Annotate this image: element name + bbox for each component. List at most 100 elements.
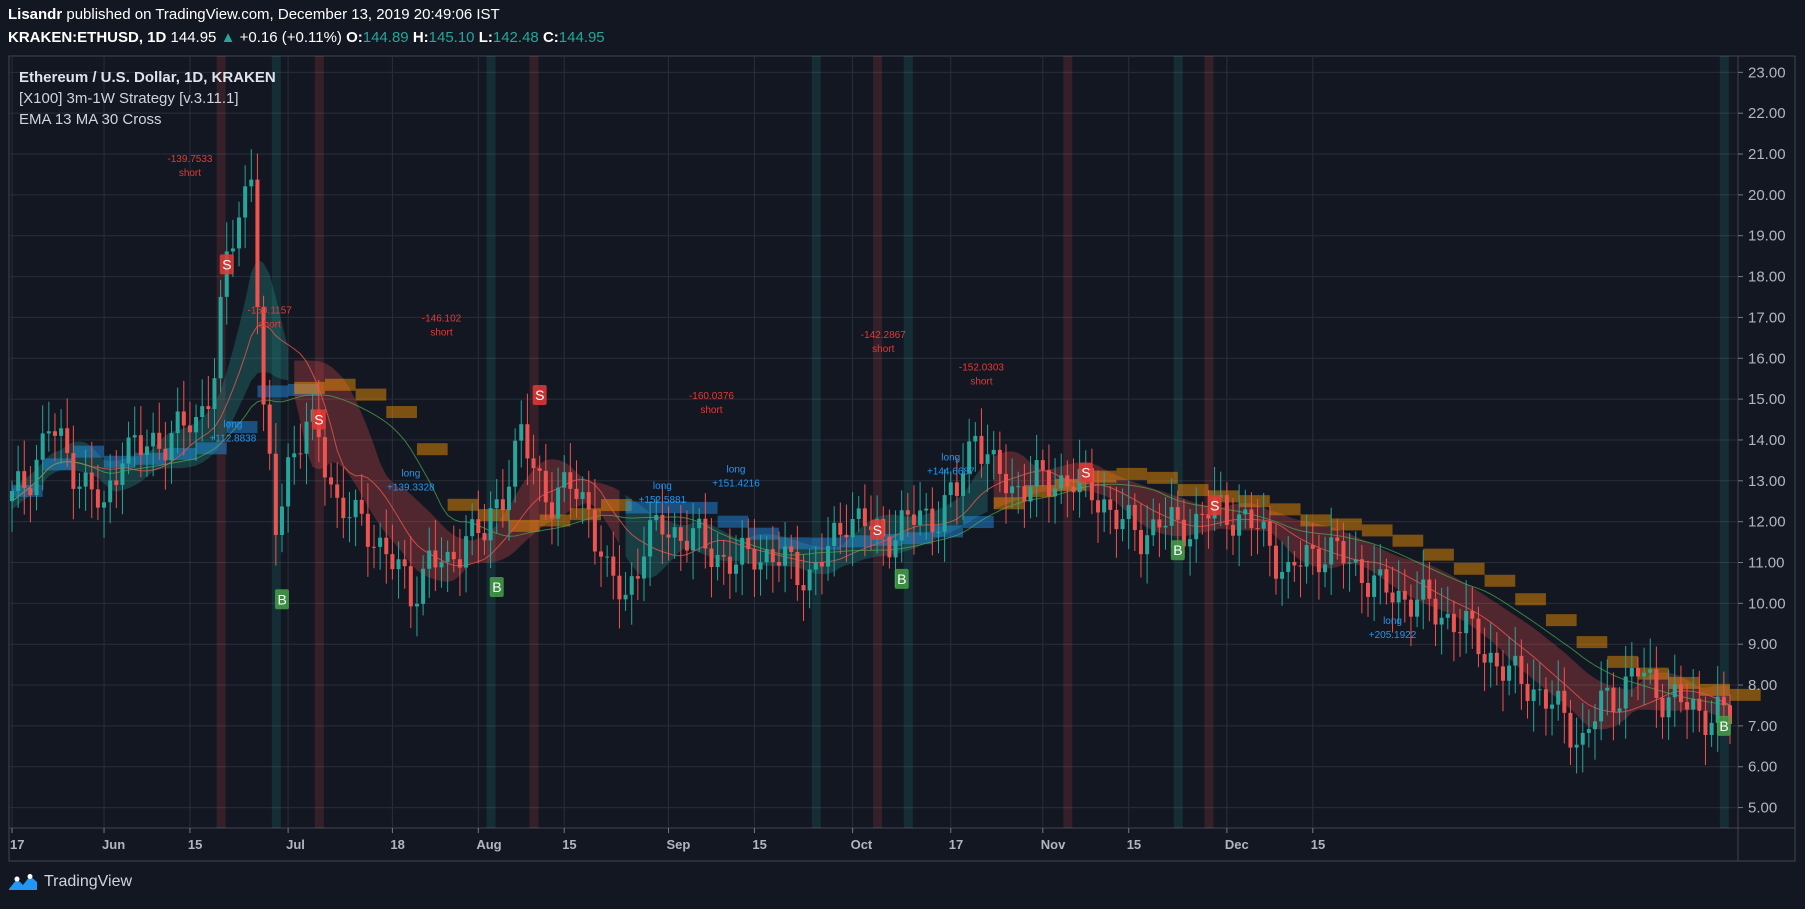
candle-body bbox=[1323, 564, 1328, 573]
candle-body bbox=[1200, 513, 1205, 515]
candle bbox=[1642, 647, 1647, 706]
author-name[interactable]: Lisandr bbox=[8, 6, 63, 23]
candle bbox=[764, 535, 769, 580]
time-tick-label: Nov bbox=[1041, 837, 1066, 852]
candle-body bbox=[1046, 470, 1051, 497]
candle bbox=[1672, 654, 1677, 727]
step-band bbox=[601, 499, 632, 512]
time-tick-label: 15 bbox=[752, 837, 766, 852]
candle-body bbox=[1691, 698, 1696, 710]
candle-body bbox=[1525, 683, 1530, 701]
candle-body bbox=[120, 463, 125, 485]
time-axis[interactable]: 17 Jun 15 Jul 18 Aug 15 Sep 15 Oct 17 Nov 15 Dec 15 bbox=[10, 828, 1325, 852]
candle bbox=[132, 406, 137, 468]
trade-value: +139.3328 bbox=[387, 483, 435, 494]
legend-title[interactable]: Ethereum / U.S. Dollar, 1D, KRAKEN bbox=[19, 69, 276, 86]
candle-body bbox=[175, 411, 180, 434]
footer-brand[interactable]: TradingView bbox=[8, 873, 132, 891]
price-tick-label: 15.00 bbox=[1748, 391, 1786, 408]
trade-annotations: -139.7533 short -150.1157 short -146.102 shor… bbox=[167, 154, 1416, 641]
candle-body bbox=[261, 307, 266, 405]
candle bbox=[1629, 642, 1634, 697]
candle-body bbox=[402, 559, 407, 567]
candle-body bbox=[1298, 565, 1303, 567]
candle bbox=[605, 545, 610, 577]
step-band bbox=[1453, 562, 1485, 575]
price-tick-label: 14.00 bbox=[1748, 432, 1786, 449]
candle bbox=[985, 424, 990, 492]
candle-body bbox=[1003, 473, 1008, 494]
candle bbox=[46, 401, 51, 452]
candle-body bbox=[549, 502, 554, 519]
candle bbox=[372, 524, 377, 569]
candle bbox=[1494, 632, 1499, 686]
close-label: C: bbox=[542, 29, 559, 46]
step-band bbox=[1607, 655, 1638, 668]
candle bbox=[120, 442, 125, 515]
time-tick-label: Jun bbox=[102, 837, 125, 852]
candle bbox=[457, 528, 462, 596]
candle bbox=[556, 467, 561, 547]
candle-body bbox=[28, 488, 33, 496]
cloud-segment bbox=[294, 360, 620, 583]
symbol-label[interactable]: KRAKEN:ETHUSD, 1D bbox=[8, 29, 167, 46]
candle-body bbox=[279, 506, 284, 535]
step-band bbox=[656, 501, 687, 514]
candle-body bbox=[758, 562, 763, 570]
candle bbox=[862, 484, 867, 557]
candle-body bbox=[856, 508, 861, 519]
candle-body bbox=[1513, 655, 1518, 666]
candle bbox=[1304, 514, 1309, 584]
candle-body bbox=[586, 492, 591, 510]
candle-body bbox=[52, 431, 57, 436]
signal-band bbox=[216, 56, 226, 828]
candle bbox=[531, 434, 536, 485]
candle bbox=[678, 504, 683, 571]
candle-body bbox=[641, 556, 646, 579]
signal-letter: B bbox=[277, 591, 286, 607]
candle bbox=[396, 541, 401, 599]
candle-body bbox=[1292, 561, 1297, 566]
candle-body bbox=[181, 411, 186, 426]
legend-study-ema[interactable]: EMA 13 MA 30 Cross bbox=[19, 111, 162, 128]
candle bbox=[599, 525, 604, 587]
candle-body bbox=[605, 556, 610, 558]
price-tick-label: 21.00 bbox=[1748, 146, 1786, 163]
candle-body bbox=[1372, 575, 1377, 597]
buy-signal-box bbox=[894, 568, 909, 589]
candle bbox=[1071, 458, 1076, 511]
price-axis[interactable]: 23.00 22.00 21.00 20.00 19.00 18.00 17.00 16.00… bbox=[1738, 64, 1786, 817]
candle-body bbox=[967, 441, 972, 474]
candle-body bbox=[206, 406, 211, 410]
short-annotation: -142.2867 short bbox=[861, 330, 906, 355]
signal-bands bbox=[216, 56, 1729, 828]
time-tick-label: 17 bbox=[949, 837, 963, 852]
legend-study-strategy[interactable]: [X100] 3m-1W Strategy [v.3.11.1] bbox=[19, 90, 239, 107]
candle bbox=[1010, 458, 1015, 509]
step-band bbox=[1147, 471, 1178, 484]
time-tick-label: Sep bbox=[667, 837, 691, 852]
candle bbox=[967, 418, 972, 494]
candle-body bbox=[899, 510, 904, 541]
candle-body bbox=[629, 576, 634, 595]
candle-body bbox=[1476, 618, 1481, 655]
candle-body bbox=[408, 566, 413, 607]
candle-body bbox=[439, 561, 444, 568]
candle bbox=[1108, 486, 1113, 535]
candle-body bbox=[905, 510, 910, 515]
candle bbox=[494, 479, 499, 535]
candle-body bbox=[1556, 690, 1561, 705]
candle-body bbox=[1458, 632, 1463, 634]
step-band bbox=[288, 383, 319, 396]
signal-letter: S bbox=[873, 522, 882, 538]
candle-body bbox=[237, 217, 242, 249]
candle bbox=[1102, 472, 1107, 533]
candle-body bbox=[1562, 690, 1567, 713]
trade-side: long bbox=[727, 465, 746, 476]
price-tick-label: 11.00 bbox=[1748, 554, 1784, 571]
candle bbox=[1059, 453, 1064, 504]
step-band bbox=[1269, 503, 1301, 516]
short-annotation: -146.102 short bbox=[422, 314, 462, 339]
candle bbox=[850, 492, 855, 566]
